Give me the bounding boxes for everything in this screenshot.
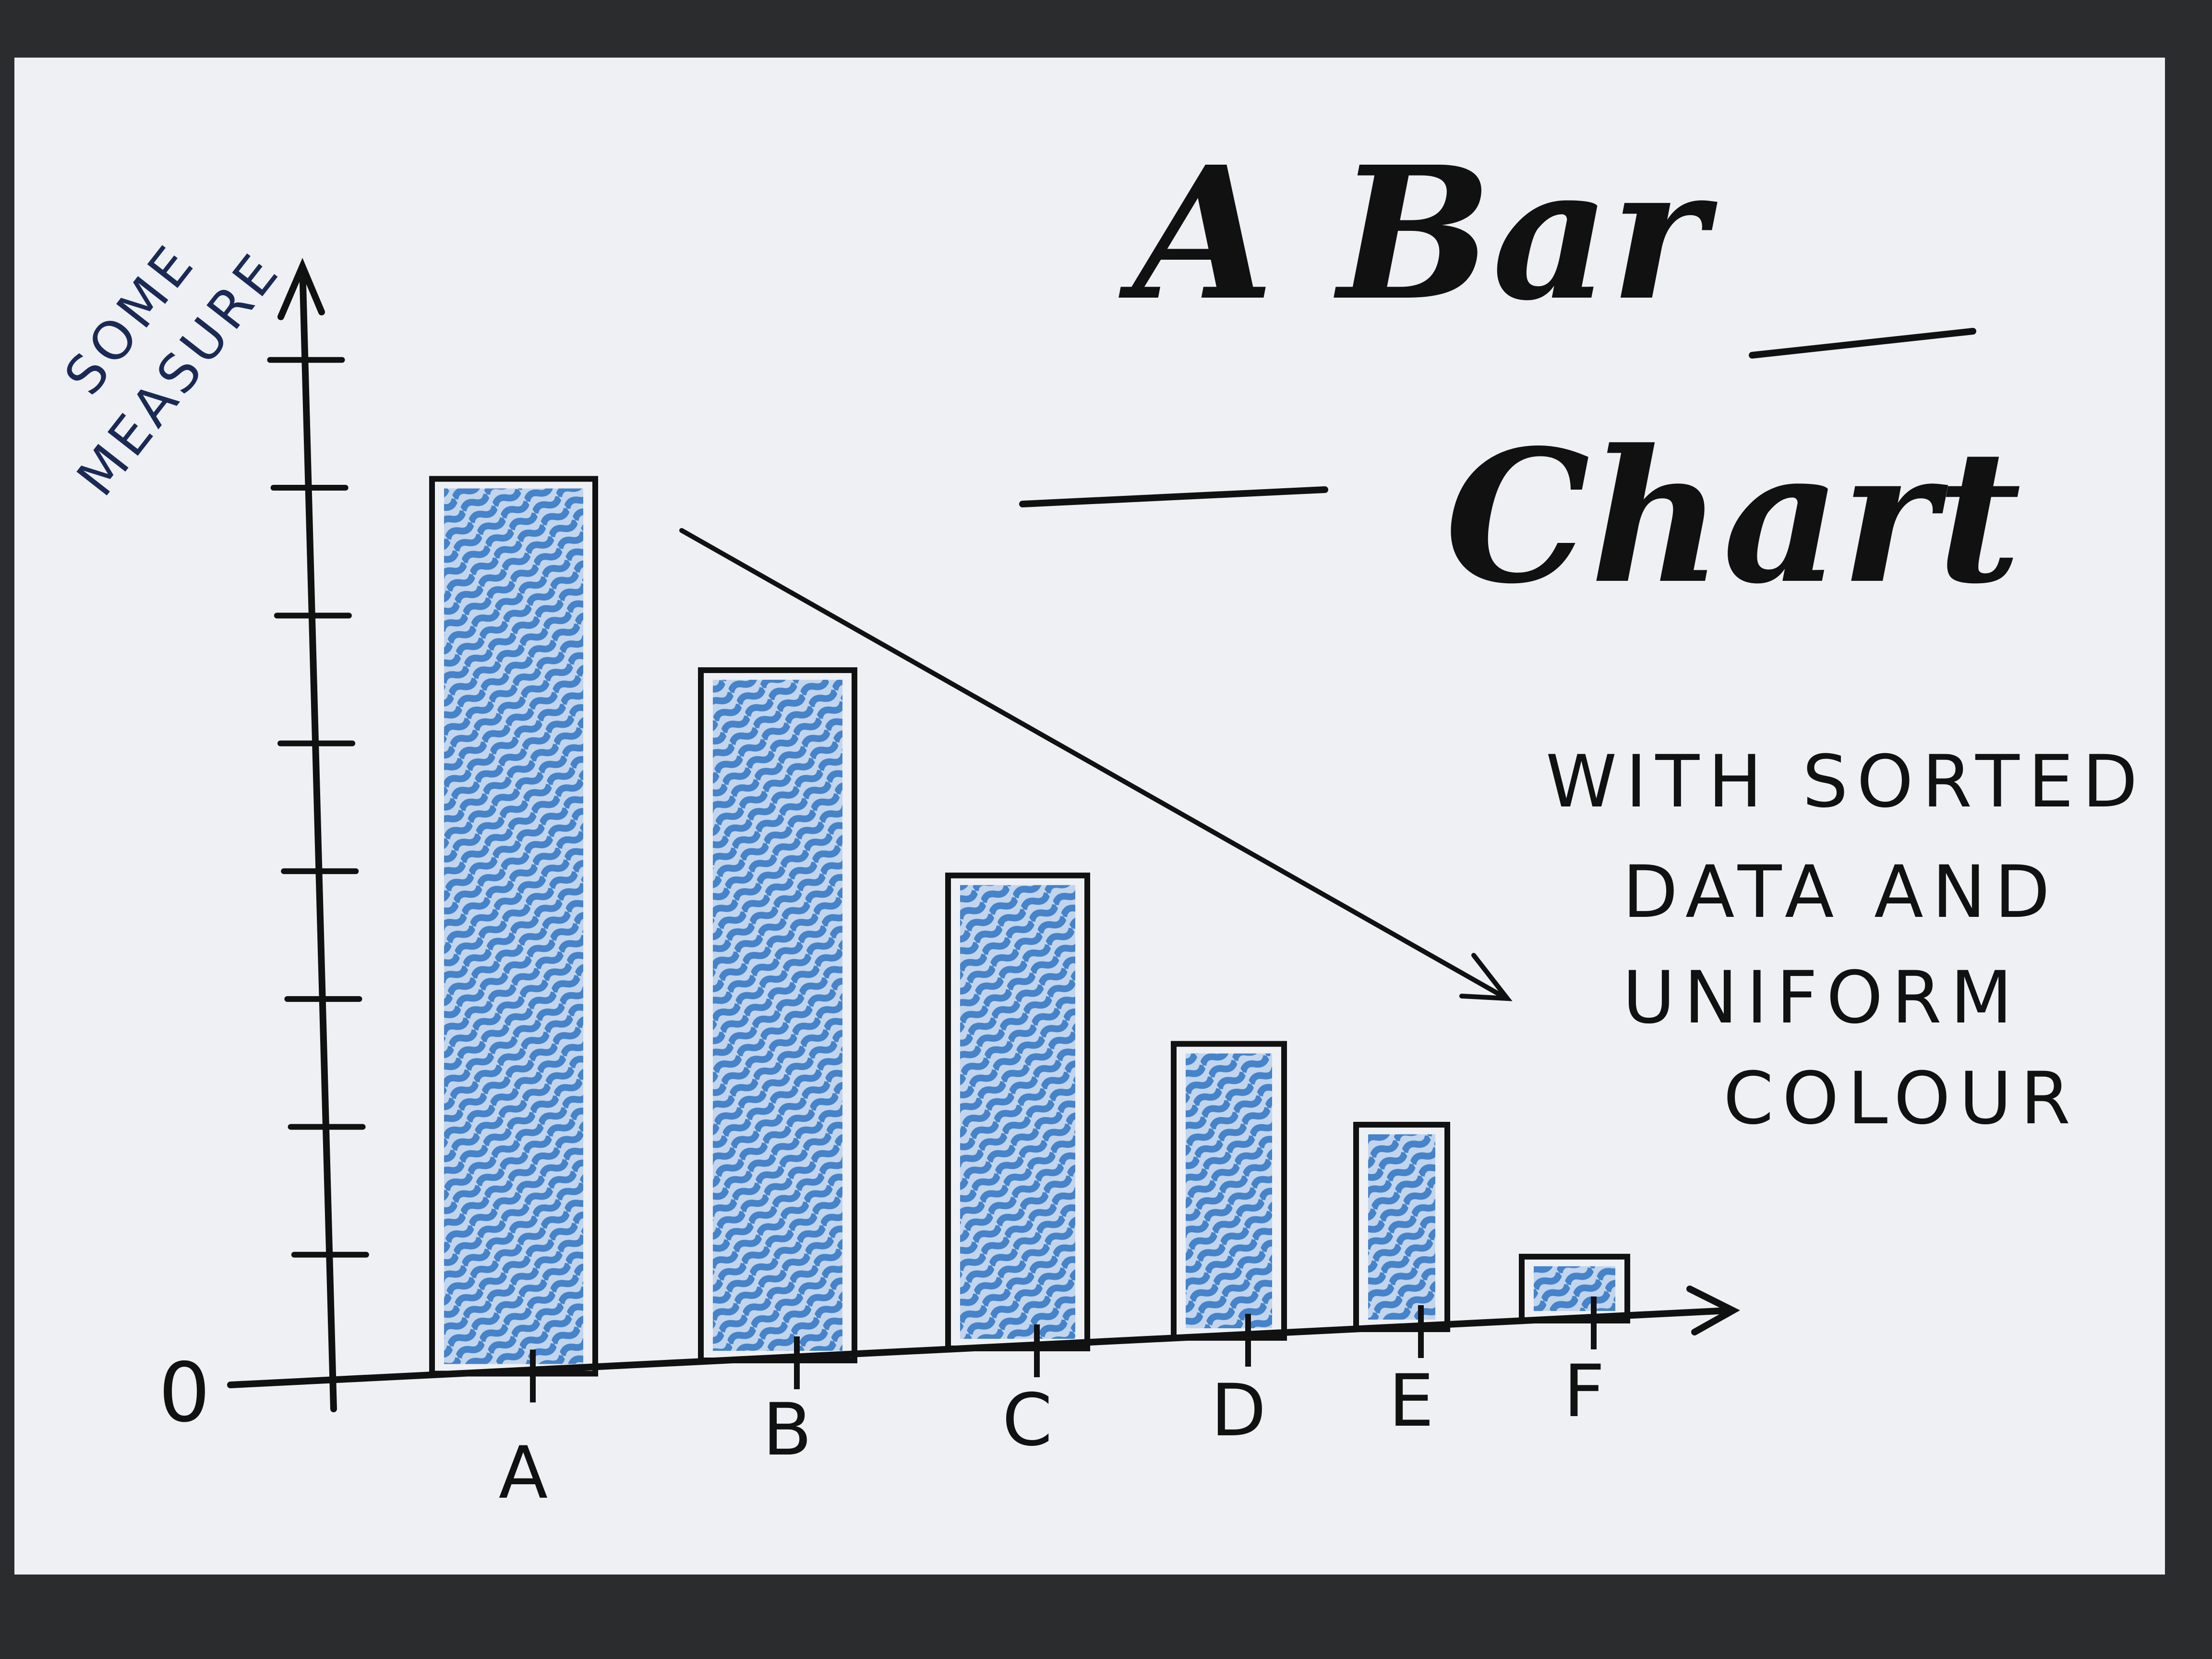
x-tick-labels: A B C D E F [499,1350,1605,1515]
y-zero-label: 0 [158,1346,210,1441]
x-tick-label-D: D [1211,1369,1266,1453]
bar-outline-B [698,667,857,1363]
bar-fill-B [713,680,842,1351]
chart-title-line1: A Bar [1118,126,1719,341]
bar-D [1171,1041,1287,1367]
x-tick-label-B: B [763,1388,812,1472]
subtitle-line-2: DATA AND [1623,851,2058,934]
y-axis-line [299,263,337,1412]
bar-outline-F [1519,1253,1630,1323]
bar-fill-F [1534,1266,1615,1311]
subtitle-line-3: UNIFORM [1623,956,2021,1040]
y-axis-arrow [277,258,325,320]
subtitle: WITH SORTED DATA AND UNIFORM COLOUR [1546,740,2146,1141]
x-tick-label-C: C [1002,1379,1053,1462]
bar-A [429,476,598,1403]
y-ticks [267,357,369,1258]
bar-outline-C [945,872,1090,1351]
x-tick-label-A: A [499,1431,548,1515]
x-tick-label-F: F [1563,1350,1605,1433]
bar-outline-D [1171,1041,1287,1341]
bar-outline-E [1353,1121,1450,1332]
bar-fill-C [960,885,1075,1339]
bars [429,476,1630,1403]
bar-F [1519,1253,1630,1349]
trend-arrow [679,528,1513,1001]
subtitle-line-4: COLOUR [1723,1057,2079,1141]
bar-fill-A [444,488,583,1364]
bar-fill-D [1186,1053,1272,1328]
subtitle-line-1: WITH SORTED [1546,740,2146,824]
bar-outline-A [429,476,598,1377]
bar-fill-E [1368,1134,1435,1320]
chart-title-line2: Chart [1445,409,2021,624]
bar-E [1353,1121,1450,1358]
bar-B [698,667,857,1389]
x-tick-label-E: E [1389,1359,1434,1443]
title-decoration-lines [1019,328,1976,507]
x-axis-arrow [1686,1286,1740,1335]
bar-C [945,872,1090,1377]
